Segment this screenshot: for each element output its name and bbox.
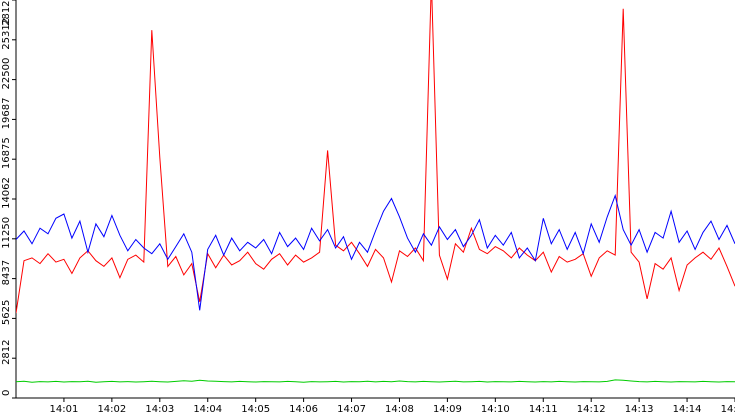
y-tick-label: 16875 <box>1 137 12 169</box>
x-tick-label: 14:14 <box>673 404 702 415</box>
x-tick-label: 14:02 <box>97 404 126 415</box>
x-tick-label: 14:10 <box>481 404 510 415</box>
plot-area <box>16 0 735 383</box>
x-tick-label: 14:05 <box>241 404 270 415</box>
y-tick-label: 8437 <box>1 260 12 285</box>
x-tick-label: 14:08 <box>385 404 414 415</box>
series-line <box>16 0 735 314</box>
y-tick-label: 2812 <box>1 339 12 364</box>
y-tick-label: 5625 <box>1 300 12 325</box>
y-tick-label: 14062 <box>1 177 12 209</box>
x-tick-label: 14:15 <box>721 404 735 415</box>
x-tick-label: 14:13 <box>625 404 654 415</box>
x-tick-label: 14:01 <box>50 404 79 415</box>
x-tick-label: 14:09 <box>433 404 462 415</box>
y-tick-label: 19687 <box>1 98 12 130</box>
x-tick-label: 14:03 <box>145 404 174 415</box>
x-tick-label: 14:06 <box>289 404 318 415</box>
x-tick-label: 14:11 <box>529 404 558 415</box>
x-tick-label: 14:07 <box>337 404 366 415</box>
y-tick-label: 22500 <box>1 58 12 90</box>
y-tick-label: 11250 <box>1 217 12 249</box>
y-tick-label: 28125 <box>1 0 12 26</box>
series-line <box>16 193 735 311</box>
x-tick-label: 14:04 <box>193 404 222 415</box>
y-tick-label: 0 <box>1 390 12 396</box>
y-tick-label: 25312 <box>1 18 12 50</box>
series-line <box>16 379 735 383</box>
x-tick-label: 14:12 <box>577 404 606 415</box>
